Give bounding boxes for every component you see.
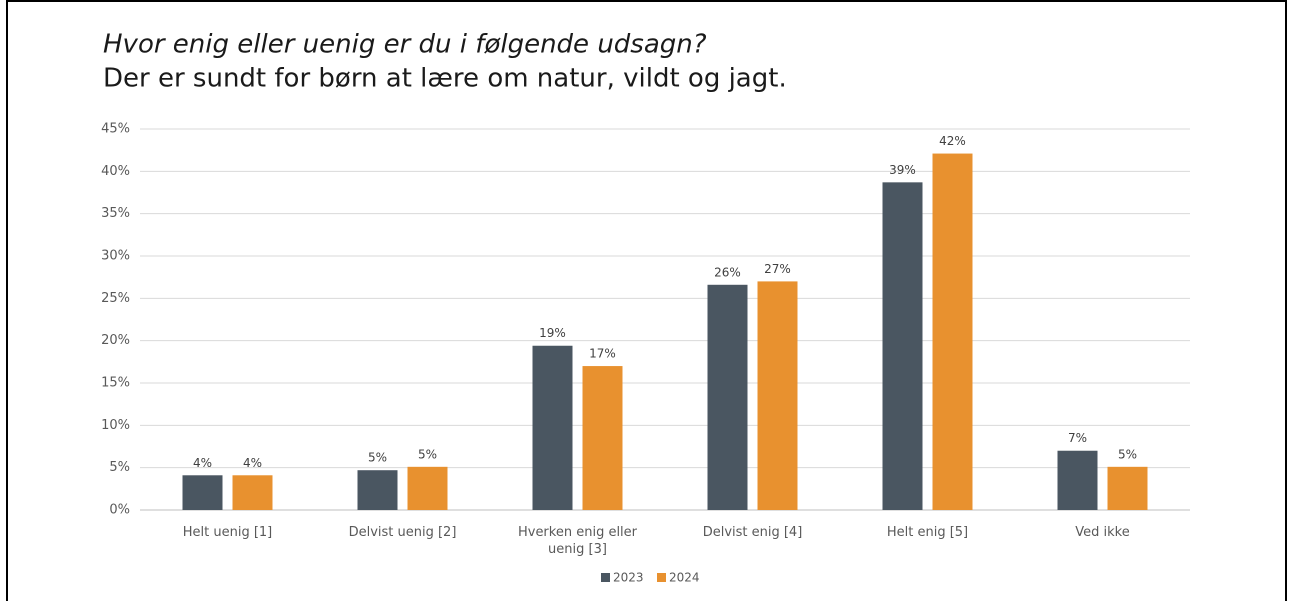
x-tick-label: Ved ikke xyxy=(1075,525,1130,540)
legend-label: 2024 xyxy=(669,571,700,585)
data-label: 42% xyxy=(939,134,966,148)
bar xyxy=(532,345,573,510)
data-label: 26% xyxy=(714,265,741,279)
data-label: 27% xyxy=(764,262,791,276)
frame xyxy=(6,0,1287,601)
bar xyxy=(582,366,623,510)
data-label: 4% xyxy=(193,456,212,470)
data-label: 39% xyxy=(889,163,916,177)
data-label: 7% xyxy=(1068,431,1087,445)
x-tick-label: Delvist enig [4] xyxy=(702,525,803,540)
data-label: 17% xyxy=(589,347,616,361)
bar xyxy=(1057,450,1098,510)
bar xyxy=(407,466,448,510)
legend-swatch xyxy=(657,573,666,582)
data-label: 19% xyxy=(539,326,566,340)
y-tick-label: 10% xyxy=(101,418,130,433)
data-label: 4% xyxy=(243,456,262,470)
x-tick-label: Hverken enig eller uenig [3] xyxy=(517,525,638,557)
y-tick-label: 15% xyxy=(101,376,130,391)
y-tick-label: 35% xyxy=(101,206,130,221)
data-label: 5% xyxy=(418,447,437,461)
y-tick-label: 0% xyxy=(109,503,130,518)
legend-swatch xyxy=(601,573,610,582)
y-tick-label: 20% xyxy=(101,333,130,348)
data-label: 5% xyxy=(368,451,387,465)
y-tick-label: 45% xyxy=(101,122,130,137)
bar xyxy=(182,475,223,510)
x-tick-label: Helt uenig [1] xyxy=(182,525,273,540)
y-tick-label: 40% xyxy=(101,164,130,179)
data-label: 5% xyxy=(1118,447,1137,461)
bar xyxy=(882,182,923,510)
bar xyxy=(932,153,973,510)
bar xyxy=(757,281,798,510)
x-tick-label: Helt enig [5] xyxy=(886,525,969,540)
bar xyxy=(357,470,398,510)
y-tick-label: 30% xyxy=(101,249,130,264)
y-tick-label: 25% xyxy=(101,291,130,306)
y-tick-label: 5% xyxy=(109,460,130,475)
legend-label: 2023 xyxy=(613,571,644,585)
bar xyxy=(232,475,273,510)
chart-subtitle: Der er sundt for børn at lære om natur, … xyxy=(103,64,787,94)
chart-title: Hvor enig eller uenig er du i følgende u… xyxy=(103,30,707,60)
x-tick-label: Delvist uenig [2] xyxy=(348,525,457,540)
bar xyxy=(1107,466,1148,510)
bar xyxy=(707,284,748,510)
